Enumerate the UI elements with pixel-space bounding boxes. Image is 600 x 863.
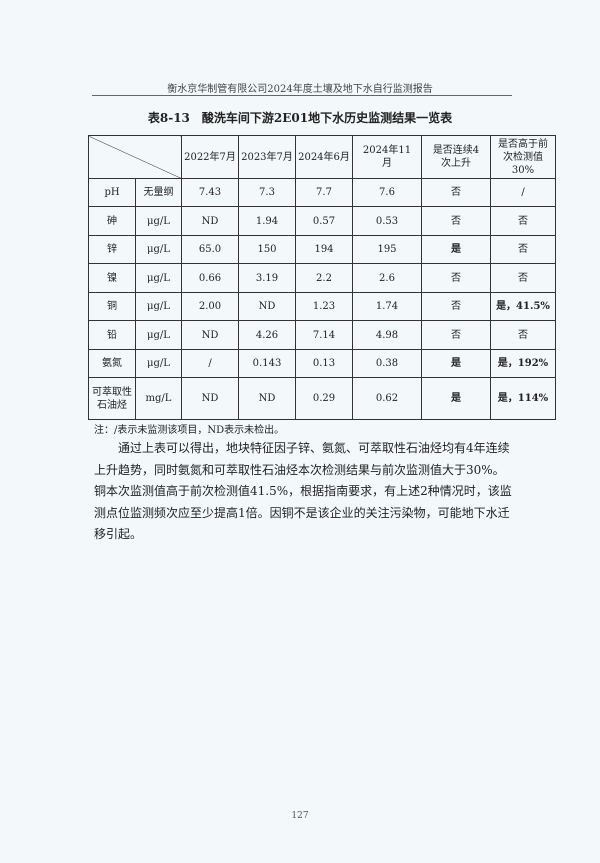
cell-value: 是，41.5% xyxy=(490,292,556,321)
cell-value: 0.29 xyxy=(295,377,353,420)
unit: μg/L xyxy=(135,235,182,264)
column-header: 2023年7月 xyxy=(238,135,296,179)
monitoring-table: 2022年7月 2023年7月 2024年6月 2024年11月 是否连续4次上… xyxy=(88,135,556,420)
table-row: 可萃取性石油烃 mg/L ND ND 0.29 0.62 是是，114% xyxy=(88,377,556,420)
cell-value: 是 xyxy=(421,349,491,378)
cell-value: / xyxy=(181,349,239,378)
cell-value: 1.74 xyxy=(352,292,422,321)
table-row: 铜 μg/L 2.00 ND 1.23 1.74 否是，41.5% xyxy=(88,292,556,321)
column-header: 2024年11月 xyxy=(352,135,422,179)
parameter-name: 砷 xyxy=(88,206,136,236)
cell-value: 否 xyxy=(490,206,556,236)
table-row: 氨氮 μg/L/0.143 0.13 0.38 是是，192% xyxy=(88,349,556,378)
column-header: 2022年7月 xyxy=(181,135,239,179)
parameter-name: 镍 xyxy=(88,263,136,293)
cell-value: 0.57 xyxy=(295,206,353,236)
cell-value: ND xyxy=(181,377,239,420)
cell-value: 0.53 xyxy=(352,206,422,236)
column-header: 是否高于前次检测值30% xyxy=(490,135,556,179)
cell-value: 7.43 xyxy=(181,178,239,207)
cell-value: 2.00 xyxy=(181,292,239,321)
cell-value: 否 xyxy=(490,320,556,350)
cell-value: 否 xyxy=(421,292,491,321)
cell-value: 否 xyxy=(421,206,491,236)
cell-value: 2.6 xyxy=(352,263,422,293)
cell-value: 195 xyxy=(352,235,422,264)
cell-value: 2.2 xyxy=(295,263,353,293)
cell-value: 7.6 xyxy=(352,178,422,207)
cell-value: 1.23 xyxy=(295,292,353,321)
cell-value: ND xyxy=(238,377,296,420)
cell-value: 4.98 xyxy=(352,320,422,350)
column-header: 是否连续4次上升 xyxy=(421,135,491,179)
cell-value: 否 xyxy=(421,320,491,350)
cell-value: 194 xyxy=(295,235,353,264)
cell-value: 是 xyxy=(421,377,491,420)
column-header: 2024年6月 xyxy=(295,135,353,179)
table-note: 注：/表示未监测该项目，ND表示未检出。 xyxy=(94,425,285,436)
cell-value: 否 xyxy=(490,235,556,264)
body-paragraph: 通过上表可以得出，地块特征因子锌、氨氮、可萃取性石油烃均有4年连续上升趋势，同时… xyxy=(94,441,512,541)
unit: mg/L xyxy=(135,377,182,420)
cell-value: 否 xyxy=(490,263,556,293)
unit: μg/L xyxy=(135,206,182,236)
cell-value: 3.19 xyxy=(238,263,296,293)
cell-value: 7.3 xyxy=(238,178,296,207)
unit: μg/L xyxy=(135,292,182,321)
parameter-name: pH xyxy=(88,178,136,207)
running-header: 衡水京华制管有限公司2024年度土壤及地下水自行监测报告 xyxy=(167,84,433,95)
cell-value: ND xyxy=(181,320,239,350)
cell-value: 否 xyxy=(421,178,491,207)
table-row: 锌 μg/L 65.0 150 194 195 是否 xyxy=(88,235,556,264)
cell-value: 7.14 xyxy=(295,320,353,350)
cell-value: 0.38 xyxy=(352,349,422,378)
parameter-name: 可萃取性石油烃 xyxy=(88,377,136,420)
cell-value: 0.66 xyxy=(181,263,239,293)
unit: μg/L xyxy=(135,349,182,378)
cell-value: ND xyxy=(238,292,296,321)
unit: μg/L xyxy=(135,263,182,293)
cell-value: 否 xyxy=(421,263,491,293)
cell-value: 1.94 xyxy=(238,206,296,236)
unit: 无量纲 xyxy=(135,178,182,207)
parameter-name: 铜 xyxy=(88,292,136,321)
table-title: 表8-13 酸洗车间下游2E01地下水历史监测结果一览表 xyxy=(147,111,453,125)
table-header-row: 2022年7月 2023年7月 2024年6月 2024年11月 是否连续4次上… xyxy=(88,135,556,179)
cell-value: 0.143 xyxy=(238,349,296,378)
cell-value: 65.0 xyxy=(181,235,239,264)
cell-value: 4.26 xyxy=(238,320,296,350)
diagonal-header-cell xyxy=(88,135,182,179)
cell-value: 是 xyxy=(421,235,491,264)
cell-value: 0.62 xyxy=(352,377,422,420)
header-divider xyxy=(92,95,512,96)
table-row: 铅 μg/L ND 4.26 7.14 4.98 否否 xyxy=(88,320,556,350)
parameter-name: 氨氮 xyxy=(88,349,136,378)
cell-value: 是，114% xyxy=(490,377,556,420)
table-row: pH 无量纲 7.43 7.3 7.7 7.6 否 / xyxy=(88,178,556,207)
parameter-name: 锌 xyxy=(88,235,136,264)
page-number: 127 xyxy=(291,811,309,821)
table-row: 砷 μg/L ND 1.94 0.57 0.53 否否 xyxy=(88,206,556,236)
cell-value: 7.7 xyxy=(295,178,353,207)
parameter-name: 铅 xyxy=(88,320,136,350)
cell-value: / xyxy=(490,178,556,207)
cell-value: ND xyxy=(181,206,239,236)
cell-value: 0.13 xyxy=(295,349,353,378)
table-row: 镍 μg/L 0.66 3.19 2.2 2.6 否否 xyxy=(88,263,556,293)
unit: μg/L xyxy=(135,320,182,350)
cell-value: 是，192% xyxy=(490,349,556,378)
cell-value: 150 xyxy=(238,235,296,264)
